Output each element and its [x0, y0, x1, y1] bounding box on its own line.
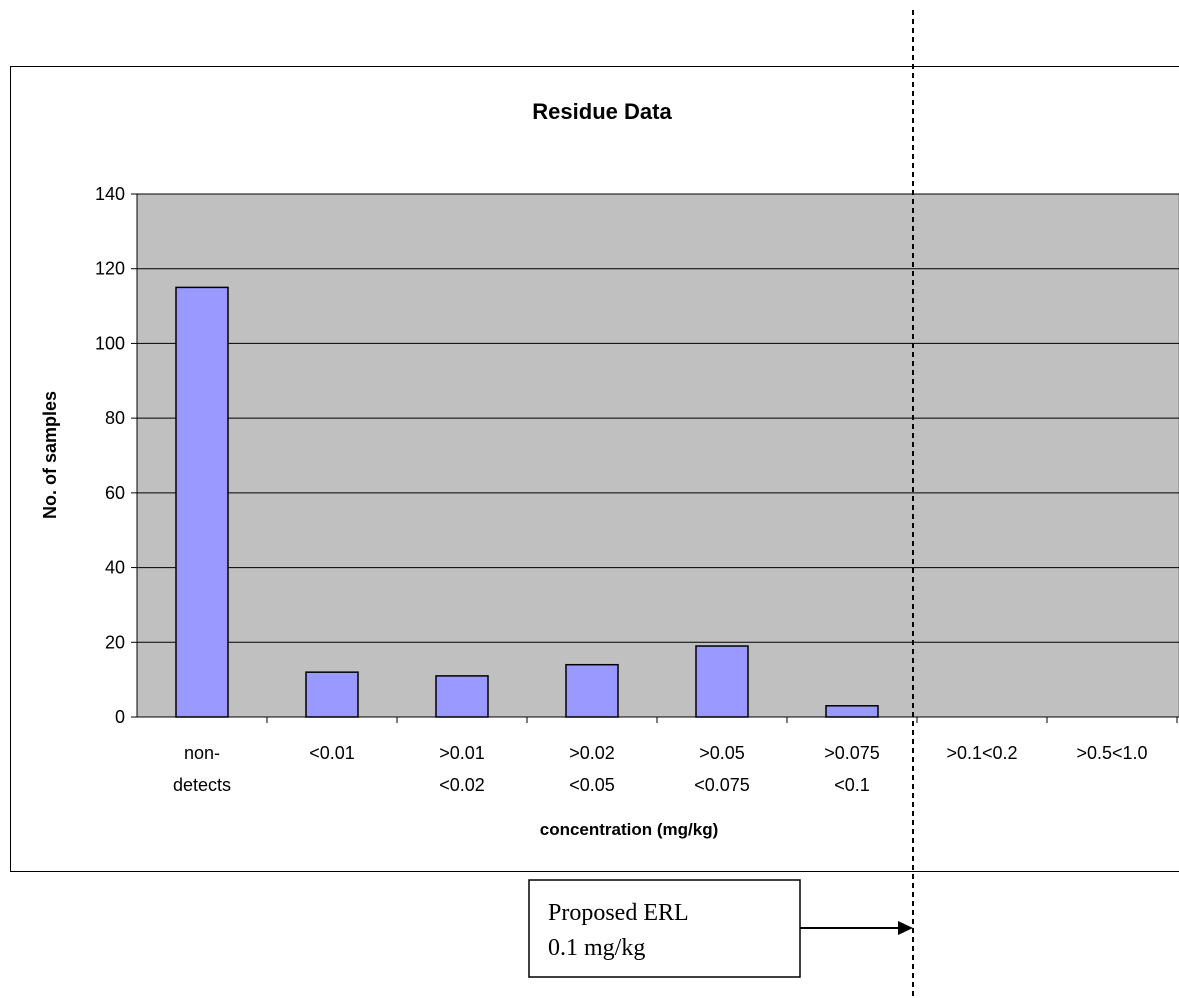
axes — [131, 193, 1179, 723]
y-tick-label: 80 — [105, 408, 125, 428]
x-tick-label: >0.1<0.2 — [946, 743, 1017, 763]
y-tick-label: 20 — [105, 632, 125, 652]
x-tick-label: detects — [173, 775, 231, 795]
bar — [565, 663, 619, 718]
y-tick-label: 140 — [95, 184, 125, 204]
bar — [825, 705, 879, 718]
erl-annotation-line2: 0.1 mg/kg — [548, 935, 645, 961]
x-tick-label: <0.1 — [834, 775, 870, 795]
x-tick-label: <0.075 — [694, 775, 750, 795]
x-tick-label: >0.5<1.0 — [1076, 743, 1147, 763]
y-tick-label: 60 — [105, 483, 125, 503]
y-tick-label: 100 — [95, 333, 125, 353]
bar — [175, 286, 229, 718]
y-tick-label: 40 — [105, 558, 125, 578]
x-tick-label: >0.02 — [569, 743, 615, 763]
chart-title: Residue Data — [532, 99, 672, 124]
x-tick-label: >0.075 — [824, 743, 880, 763]
x-tick-label: <0.05 — [569, 775, 615, 795]
bars — [175, 286, 879, 718]
erl-arrowhead — [898, 921, 913, 935]
x-tick-labels: non-detects <0.01 >0.01 <0.02 >0.02 <0.05 >0.0… — [173, 743, 1148, 795]
plot-area — [136, 193, 1179, 718]
bar — [305, 671, 359, 718]
x-tick-label: >0.01 — [439, 743, 485, 763]
x-tick-label: >0.05 — [699, 743, 745, 763]
gridlines — [137, 193, 1179, 643]
bar — [695, 645, 749, 718]
bar — [435, 675, 489, 718]
erl-annotation-line1: Proposed ERL — [548, 900, 689, 926]
y-tick-label: 0 — [115, 707, 125, 727]
x-axis-label: concentration (mg/kg) — [540, 820, 719, 839]
x-tick-label: <0.02 — [439, 775, 485, 795]
y-tick-label: 120 — [95, 259, 125, 279]
erl-annotation-box — [528, 879, 801, 978]
x-tick-label: non- — [184, 743, 220, 763]
y-tick-labels: 0 20 40 60 80 100 120 140 — [95, 184, 125, 727]
y-axis-label: No. of samples — [40, 391, 60, 519]
x-tick-label: <0.01 — [309, 743, 355, 763]
